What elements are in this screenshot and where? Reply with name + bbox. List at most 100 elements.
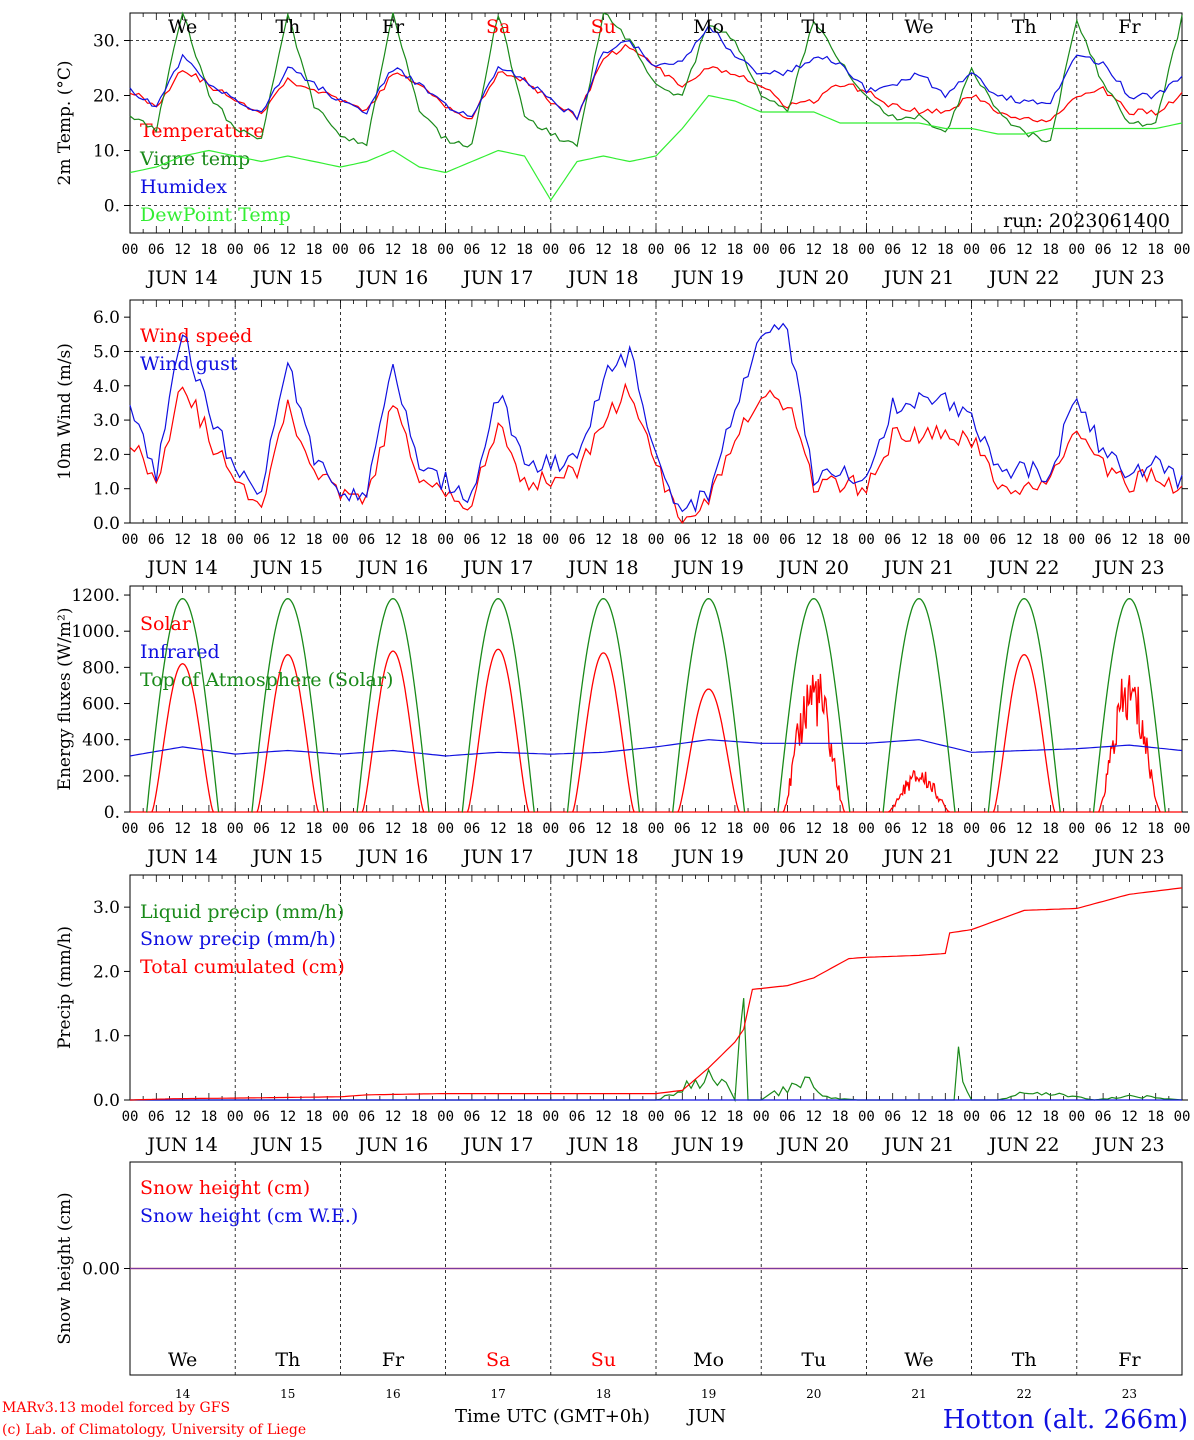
hour-tick-label: 00: [858, 532, 875, 548]
weekday-label: Th: [1012, 1349, 1037, 1371]
series-solar-line: [782, 673, 846, 813]
legend-top-of-atmosphere-solar-: Top of Atmosphere (Solar): [140, 669, 393, 691]
series-top-of-atmosphere-solar--line: [356, 598, 430, 813]
hour-tick-label: 06: [569, 242, 586, 258]
y-tick-label: 1.0: [93, 480, 120, 500]
hour-tick-label: 00: [753, 1109, 770, 1125]
hour-tick-label: 00: [963, 532, 980, 548]
date-label: JUN 20: [777, 267, 849, 289]
hour-tick-label: 06: [148, 1109, 165, 1125]
series-top-of-atmosphere-solar--line: [146, 598, 220, 813]
hour-tick-label: 18: [411, 1109, 428, 1125]
hour-tick-label: 00: [542, 1109, 559, 1125]
hour-tick-label: 18: [726, 532, 743, 548]
weekday-label: We: [168, 1349, 197, 1371]
series-top-of-atmosphere-solar--line: [672, 598, 746, 813]
date-label: JUN 14: [145, 846, 217, 868]
y-tick-label: 6.0: [93, 308, 120, 328]
hour-tick-label: 12: [490, 242, 507, 258]
hour-tick-label: 18: [306, 1109, 323, 1125]
weekday-label: Su: [591, 1349, 616, 1371]
hour-tick-label: 12: [490, 1109, 507, 1125]
series-solar-line: [466, 648, 530, 813]
date-label: JUN 23: [1092, 846, 1164, 868]
y-axis-label: 10m Wind (m/s): [55, 343, 75, 480]
date-label: JUN 18: [566, 846, 638, 868]
hour-tick-label: 12: [700, 821, 717, 837]
hour-tick-label: 00: [753, 532, 770, 548]
series-top-of-atmosphere-solar--line: [461, 598, 535, 813]
footer-credit-line: (c) Lab. of Climatology, University of L…: [2, 1422, 306, 1438]
hour-tick-label: 06: [884, 821, 901, 837]
hour-tick-label: 12: [385, 821, 402, 837]
hour-tick-label: 12: [805, 821, 822, 837]
date-label: JUN 15: [251, 557, 323, 579]
hour-tick-label: 18: [937, 242, 954, 258]
hour-tick-label: 18: [621, 242, 638, 258]
hour-tick-label: 18: [621, 821, 638, 837]
series-solar-line: [256, 654, 320, 813]
series-top-of-atmosphere-solar--line: [251, 598, 325, 813]
hour-tick-label: 06: [989, 821, 1006, 837]
date-label: JUN 20: [777, 846, 849, 868]
series-vigne-temp-line: [129, 11, 1183, 148]
series-top-of-atmosphere-solar--line: [987, 598, 1061, 813]
date-label: JUN 18: [566, 557, 638, 579]
hour-tick-label: 00: [1174, 532, 1191, 548]
series-top-of-atmosphere-solar--line: [566, 598, 641, 813]
hour-tick-label: 00: [542, 242, 559, 258]
hour-tick-label: 00: [1174, 1109, 1191, 1125]
y-axis-label: 2m Temp. (°C): [55, 60, 75, 185]
hour-tick-label: 00: [122, 532, 139, 548]
series-solar-line: [887, 770, 951, 813]
hour-tick-label: 12: [490, 821, 507, 837]
hour-tick-label: 06: [253, 1109, 270, 1125]
hour-tick-label: 06: [1095, 1109, 1112, 1125]
hour-tick-label: 06: [463, 532, 480, 548]
series-solar-line: [1098, 675, 1161, 813]
hour-tick-label: 18: [726, 1109, 743, 1125]
weekday-label: Th: [1012, 16, 1037, 38]
hour-tick-label: 18: [200, 532, 217, 548]
y-tick-label: 4.0: [93, 377, 120, 397]
hour-tick-label: 06: [1095, 242, 1112, 258]
date-label: JUN 21: [882, 557, 954, 579]
hour-tick-label: 00: [332, 242, 349, 258]
hour-tick-label: 00: [542, 821, 559, 837]
panel-frame: [129, 299, 1183, 524]
hour-tick-label: 00: [122, 821, 139, 837]
hour-tick-label: 00: [648, 821, 665, 837]
day-number-label: 15: [280, 1387, 295, 1401]
run-label: run: 2023061400: [1003, 210, 1170, 232]
hour-tick-label: 18: [1042, 821, 1059, 837]
date-label: JUN 14: [145, 557, 217, 579]
y-tick-label: 10.: [93, 142, 120, 162]
hour-tick-label: 06: [358, 242, 375, 258]
y-tick-label: 2.0: [93, 445, 120, 465]
hour-tick-label: 18: [832, 821, 849, 837]
hour-tick-label: 12: [911, 821, 928, 837]
date-label: JUN 15: [251, 267, 323, 289]
weekday-label: Mo: [693, 1349, 724, 1371]
hour-tick-label: 00: [1174, 821, 1191, 837]
y-axis-label: Energy fluxes (W/m²): [55, 608, 75, 791]
y-tick-label: 0.0: [93, 514, 120, 534]
date-label: JUN 23: [1092, 557, 1164, 579]
hour-tick-label: 00: [227, 532, 244, 548]
hour-tick-label: 00: [227, 1109, 244, 1125]
hour-tick-label: 18: [832, 532, 849, 548]
legend-snow-precip-mm-h-: Snow precip (mm/h): [140, 928, 336, 950]
panel-5: 0.00 Snow height (cm) Snow height (cm) Snow…: [55, 1161, 1188, 1401]
y-tick-label: 200.: [82, 767, 120, 787]
hour-tick-label: 18: [306, 821, 323, 837]
hour-tick-label: 06: [463, 1109, 480, 1125]
hour-tick-label: 00: [753, 821, 770, 837]
y-tick-label: 600.: [82, 695, 120, 715]
hour-tick-label: 06: [779, 532, 796, 548]
date-label: JUN 22: [987, 557, 1059, 579]
date-label: JUN 22: [987, 267, 1059, 289]
hour-tick-label: 06: [779, 821, 796, 837]
y-tick-label: 2.0: [93, 962, 120, 982]
hour-tick-label: 00: [963, 1109, 980, 1125]
legend-snow-height-cm-: Snow height (cm): [140, 1177, 310, 1199]
